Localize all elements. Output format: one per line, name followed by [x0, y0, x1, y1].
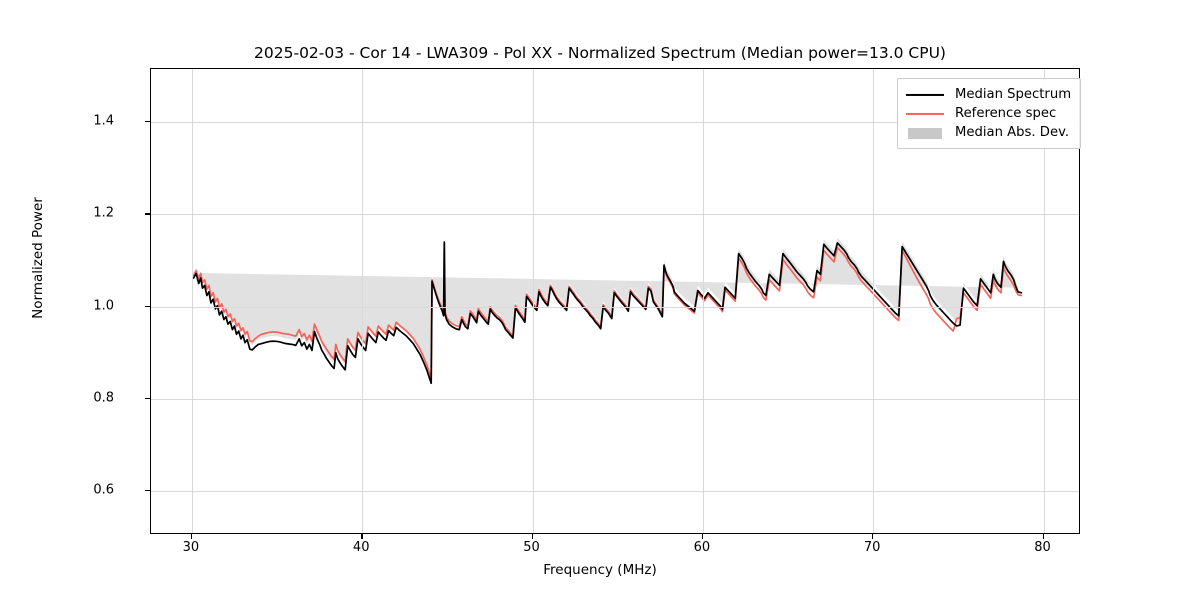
gridline-vertical [532, 69, 534, 533]
gridline-horizontal [151, 491, 1079, 493]
gridline-horizontal [151, 214, 1079, 216]
gridline-vertical [873, 69, 875, 533]
legend-key-reference-spec [906, 108, 944, 120]
x-tick-mark [1042, 534, 1044, 539]
y-tick-label: 0.6 [93, 482, 114, 498]
x-tick-mark [361, 534, 363, 539]
x-tick-mark [531, 534, 533, 539]
legend-item: Median Spectrum [906, 85, 1071, 104]
legend-label-median-abs-dev: Median Abs. Dev. [955, 125, 1070, 140]
legend: Median Spectrum Reference spec Median Ab… [897, 78, 1082, 149]
legend-item: Median Abs. Dev. [906, 123, 1071, 142]
x-tick-label: 40 [352, 540, 370, 555]
y-tick-mark [145, 397, 150, 400]
y-tick-mark [145, 121, 150, 123]
x-tick-label: 80 [1034, 540, 1051, 555]
y-axis-label: Normalized Power [30, 197, 46, 319]
page-title: 2025-02-03 - Cor 14 - LWA309 - Pol XX - … [254, 44, 946, 62]
x-tick-mark [872, 534, 874, 539]
x-tick-label: 60 [693, 540, 711, 555]
legend-item: Reference spec [906, 104, 1071, 123]
y-tick-mark [145, 305, 150, 307]
y-tick-label: 1.4 [93, 113, 114, 129]
x-tick-mark [190, 534, 193, 539]
gridline-vertical [1043, 69, 1045, 533]
y-tick-mark [145, 213, 150, 215]
y-tick-mark [145, 490, 150, 492]
y-tick-label: 1.0 [93, 298, 114, 314]
x-tick-label: 70 [863, 540, 881, 555]
series-line-median-spectrum [192, 241, 1023, 385]
x-tick-label: 50 [523, 540, 540, 555]
x-axis-label: Frequency (MHz) [543, 562, 657, 578]
legend-label-reference-spec: Reference spec [955, 106, 1057, 121]
x-tick-label: 30 [182, 540, 200, 555]
series-line-reference-spec [192, 242, 1023, 379]
y-tick-label: 1.2 [93, 205, 114, 221]
x-tick-mark [701, 534, 704, 539]
legend-key-median-spectrum [906, 89, 944, 101]
gridline-horizontal [151, 122, 1079, 124]
gridline-horizontal [151, 306, 1079, 308]
y-tick-label: 0.8 [93, 390, 114, 406]
gridline-vertical [362, 69, 364, 533]
legend-key-median-abs-dev [906, 127, 944, 139]
legend-label-median-spectrum: Median Spectrum [955, 87, 1072, 102]
gridline-vertical [702, 69, 704, 533]
gridline-vertical [191, 69, 193, 533]
gridline-horizontal [151, 398, 1079, 400]
